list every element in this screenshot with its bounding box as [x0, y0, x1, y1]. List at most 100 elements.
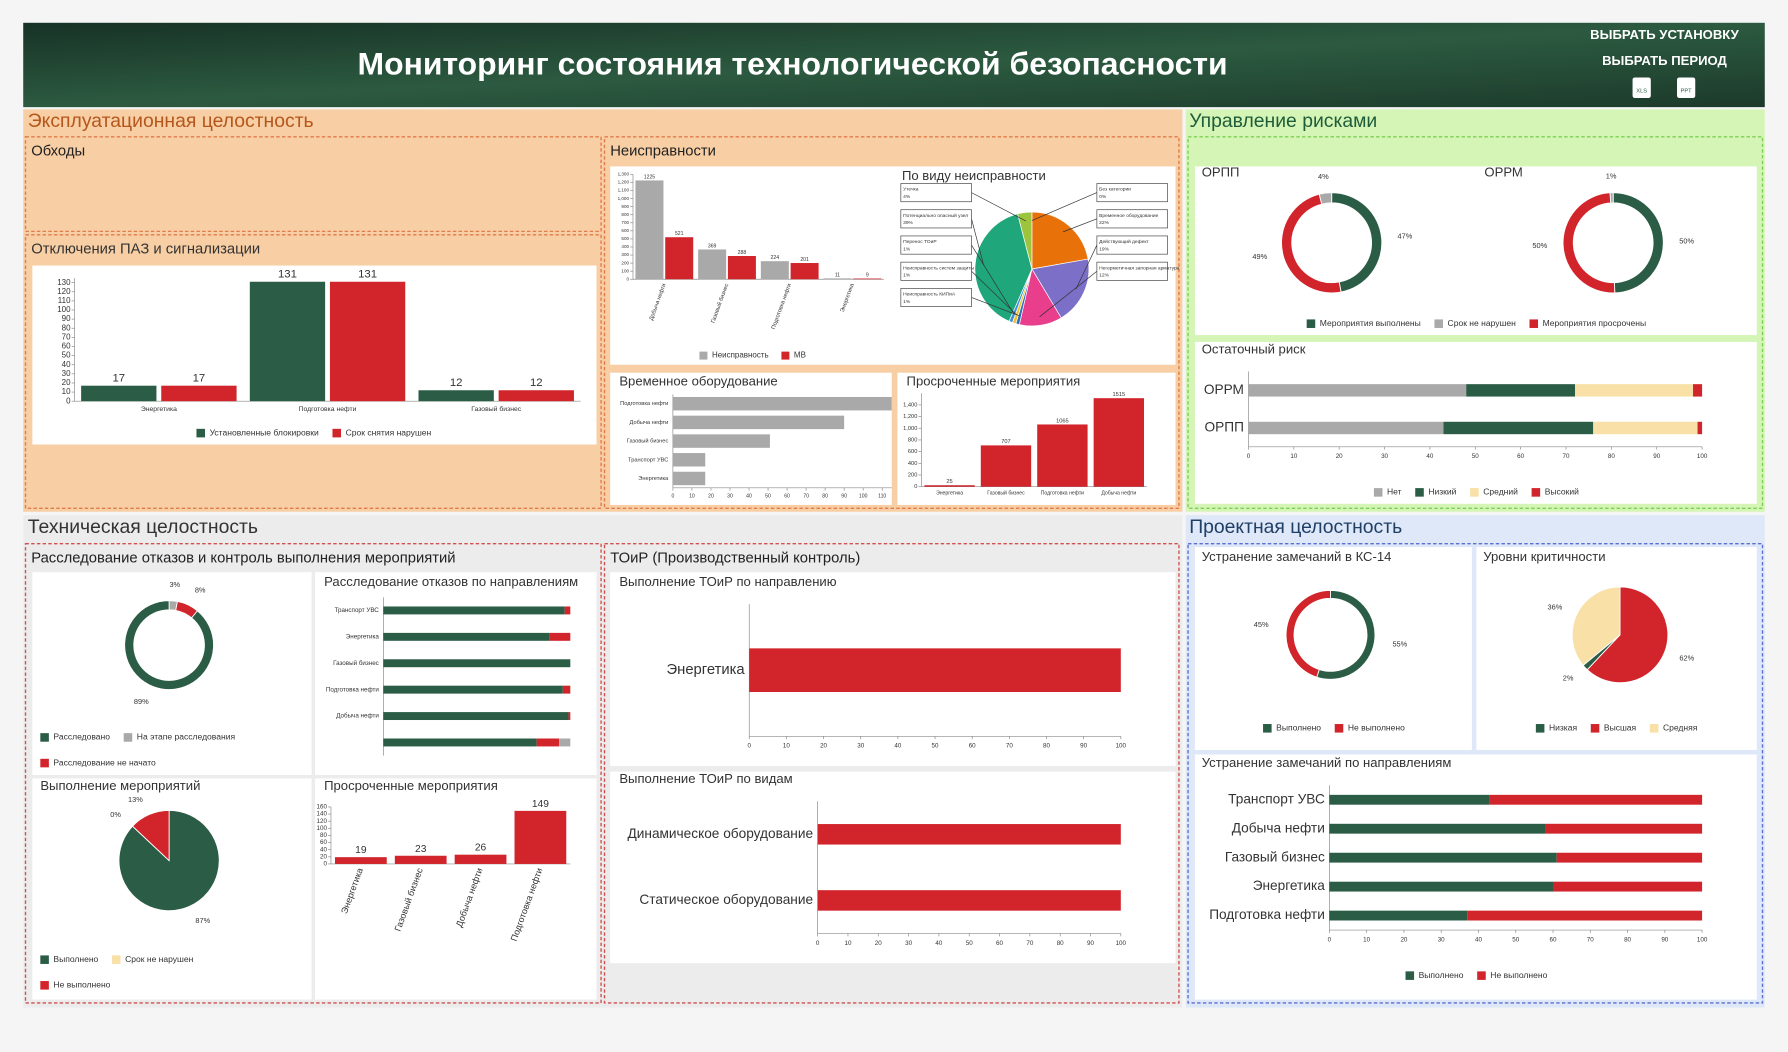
y-tick-label: 60: [320, 839, 327, 846]
bar: [383, 606, 565, 615]
value-label: 1225: [644, 174, 656, 180]
legend-swatch: [1529, 319, 1539, 328]
callout-value: 1%: [903, 273, 911, 279]
legend-swatch: [40, 981, 49, 990]
panel-title: Неисправности: [610, 143, 716, 159]
y-tick-label: 400: [621, 244, 629, 249]
legend-label: Нет: [1387, 487, 1402, 497]
x-tick-label: 10: [844, 940, 851, 947]
x-tick-label: 50: [1472, 453, 1479, 460]
y-tick-label: 20: [320, 853, 327, 860]
y-tick-label: Добыча нефти: [1232, 820, 1325, 835]
legend: Неисправность МВ: [699, 351, 806, 360]
legend: Нет Низкий Средний Высокий: [1373, 487, 1579, 497]
callout-line: [1062, 218, 1098, 233]
callout-line: [1031, 192, 1098, 221]
value-label: 12: [530, 377, 543, 389]
value-label: 17: [193, 372, 206, 384]
x-tick-label: 70: [1587, 936, 1594, 943]
export-xls[interactable]: XLS: [1636, 89, 1647, 95]
legend: Установленные блокировки Срок снятия нару…: [196, 427, 432, 438]
bar: [1697, 421, 1703, 435]
legend: Низкая Высшая Средняя: [1535, 723, 1698, 733]
select-unit[interactable]: ВЫБРАТЬ УСТАНОВКУ: [1590, 27, 1739, 42]
export-ppt-icon[interactable]: [1677, 77, 1696, 99]
bar: [823, 278, 852, 280]
legend-label: Выполнено: [1419, 970, 1464, 980]
value-label: 1%: [1606, 172, 1617, 181]
bar: [1248, 384, 1467, 397]
export-xls-icon[interactable]: [1632, 77, 1651, 99]
panel: [24, 234, 602, 510]
legend-swatch: [1434, 319, 1443, 328]
legend: Выполнено Не выполнено: [1263, 723, 1405, 733]
y-tick-label: 1,400: [903, 402, 917, 408]
x-tick-label: 60: [1517, 453, 1524, 460]
bar: [980, 445, 1032, 487]
bar: [383, 659, 571, 668]
export-ppt[interactable]: PPT: [1681, 89, 1693, 95]
x-tick-label: Энергетика: [936, 490, 963, 496]
value-label: 49%: [1252, 252, 1267, 261]
callout-box: [900, 261, 972, 281]
y-tick-label: 130: [57, 278, 71, 287]
panel: [603, 136, 1180, 510]
y-tick-label: Транспорт УВС: [1228, 791, 1325, 806]
value-label: 1065: [1056, 418, 1069, 424]
legend-swatch: [1334, 724, 1344, 733]
x-tick-label: 10: [783, 743, 790, 750]
x-tick-label: 50: [932, 743, 939, 750]
value-label: 8%: [195, 585, 206, 594]
bar: [549, 632, 571, 641]
legend-label: Мероприятия выполнены: [1320, 318, 1421, 328]
value-label: 17: [112, 372, 125, 384]
y-tick-label: 600: [908, 449, 918, 455]
legend-swatch: [40, 758, 49, 768]
x-tick-label: 100: [859, 494, 868, 500]
bar: [853, 278, 882, 280]
chart-title: Выполнение мероприятий: [40, 778, 200, 793]
y-tick-label: 20: [62, 378, 71, 387]
y-tick-label: Добыча нефти: [336, 713, 379, 720]
x-tick-label: 80: [1608, 453, 1615, 460]
bar: [383, 738, 537, 747]
x-tick-label: Газовый бизнес: [987, 489, 1025, 496]
value-label: 12: [450, 377, 463, 389]
value-label: 369: [708, 244, 717, 250]
header-bg: [23, 22, 1765, 108]
x-tick-label: Добыча нефти: [1101, 490, 1136, 496]
x-tick-label: 40: [1475, 936, 1482, 943]
callout-line: [971, 244, 1015, 315]
x-tick-label: 10: [689, 494, 695, 500]
panel: [1187, 136, 1764, 510]
value-label: 50%: [1532, 241, 1547, 250]
y-tick-label: 0: [66, 396, 71, 405]
x-tick-label: 50: [1512, 936, 1519, 943]
y-tick-label: 900: [621, 204, 629, 209]
legend-swatch: [40, 955, 49, 964]
pie-slice: [1031, 211, 1089, 270]
bar: [672, 415, 845, 430]
bar: [383, 712, 569, 721]
bar: [1093, 398, 1145, 487]
select-period[interactable]: ВЫБРАТЬ ПЕРИОД: [1602, 53, 1727, 68]
chart-title: Уровни критичности: [1483, 549, 1605, 564]
x-tick-label: 40: [746, 494, 752, 500]
legend-swatch: [1263, 724, 1272, 733]
chart-title: Остаточный риск: [1202, 341, 1306, 356]
y-tick-label: Энергетика: [667, 662, 746, 678]
x-tick-label: 20: [875, 940, 882, 947]
callout-value: 1%: [903, 299, 911, 305]
legend-label: Высокий: [1545, 487, 1579, 497]
y-tick-label: 0: [626, 276, 629, 281]
bar: [698, 249, 727, 280]
callout-value: 1%: [903, 246, 911, 252]
legend-label: Мероприятия просрочены: [1543, 318, 1647, 328]
x-tick-label: 40: [1426, 453, 1433, 460]
y-tick-label: 110: [58, 296, 71, 305]
bar: [1248, 421, 1444, 435]
bar: [1329, 881, 1554, 892]
chart-title: Расследование отказов по направлениям: [324, 574, 578, 589]
x-tick-label: 20: [1336, 453, 1343, 460]
value-label: 3%: [169, 580, 180, 589]
